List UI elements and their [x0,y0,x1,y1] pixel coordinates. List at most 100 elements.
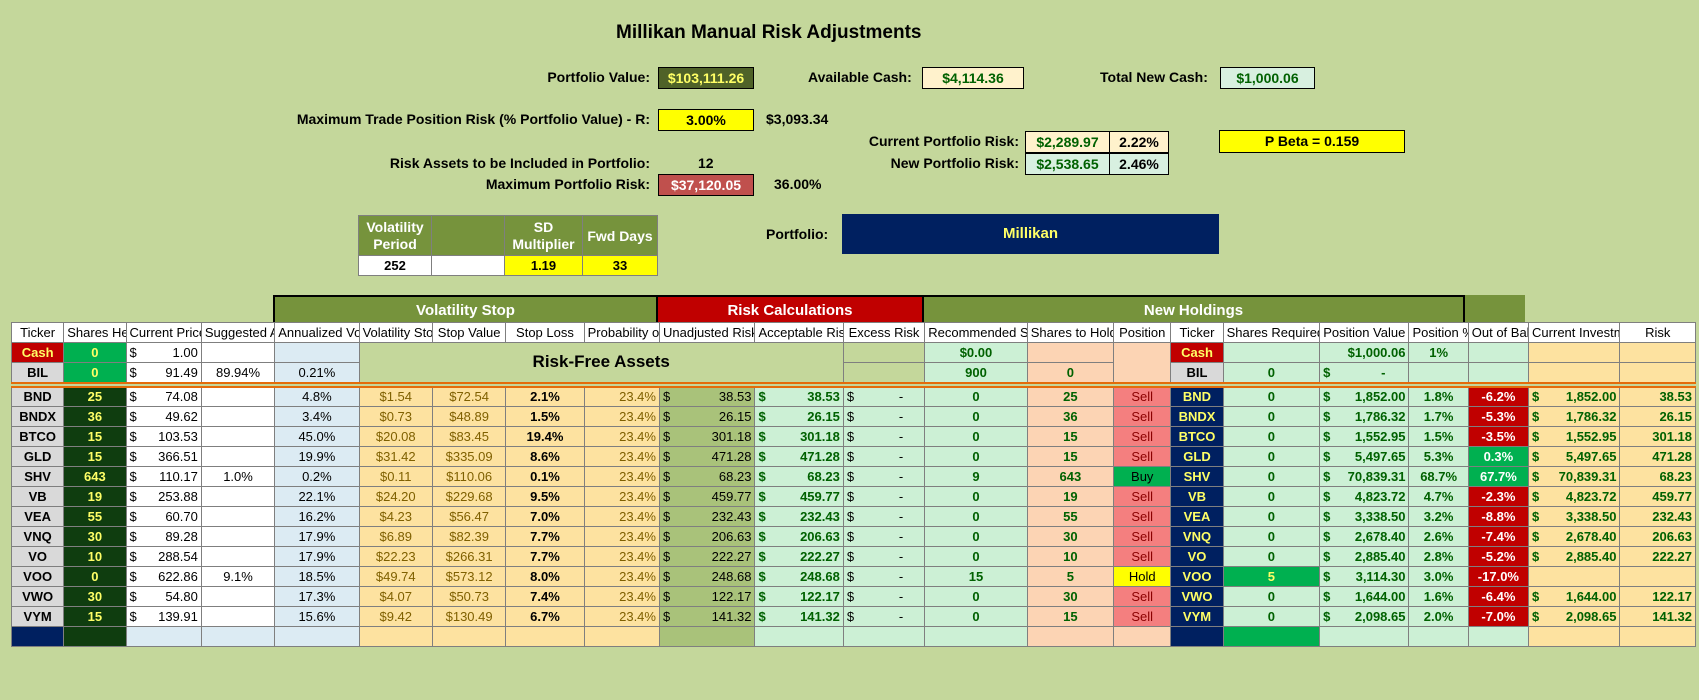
ticker-cell-2: VWO [1170,586,1224,607]
available-cash: $4,114.36 [922,67,1024,89]
excess-risk-cell: - [898,509,904,524]
col-header-7: Stop Loss [505,322,585,343]
risk-cell: 38.53 [1619,386,1696,407]
unadjusted-risk-cell: 301.18 [711,429,752,444]
shares-to-hold-cell[interactable]: 36 [1026,406,1115,427]
annualized-volatility-cell: 17.9% [274,546,360,567]
shares-to-hold-cell[interactable]: 643 [1026,466,1115,487]
stop-value-cell: $50.73 [431,586,507,607]
shares-held-cell[interactable]: 15 [63,426,127,447]
out-of-balance-cell: -6.4% [1467,586,1530,607]
max-portfolio-risk: $37,120.05 [658,174,754,196]
table-row: SHV 643 $110.17 1.0% 0.2% $0.11 $110.06 … [10,466,1696,487]
shares-to-hold-cell[interactable]: 55 [1026,506,1115,527]
position-pct-cell: 3.2% [1408,506,1469,527]
position-value-cell: 70,839.31 [1347,469,1406,484]
recommended-shares-cell: 0 [924,546,1028,567]
position-value-cell: 4,823.72 [1354,489,1406,504]
out-of-balance-cell: -17.0% [1467,566,1530,587]
volatility-period-value[interactable]: 252 [358,255,432,276]
current-investments-cell: 2,098.65 [1565,609,1617,624]
allocation-cell [200,486,276,507]
position-value-cell: 1,644.00 [1354,589,1406,604]
shares-to-hold-cell[interactable]: 15 [1026,426,1115,447]
shares-held-cell[interactable]: 55 [63,506,127,527]
excess-risk-cell: - [898,429,904,444]
page-title: Millikan Manual Risk Adjustments [616,22,922,43]
shares-held-cell[interactable]: 25 [63,386,127,407]
annualized-volatility-cell: 3.4% [274,406,360,427]
probability-cell: 23.4% [583,446,660,467]
risk-cell: 26.15 [1619,406,1696,427]
ticker-cell: BND [10,386,65,407]
acceptable-risk-cell: 206.63 [800,529,840,544]
annualized-volatility-cell: 45.0% [274,426,360,447]
shares-held-cell[interactable]: 30 [63,526,127,547]
col-header-17: Position Value [1319,322,1410,343]
fwd-days-value[interactable]: 33 [582,255,658,276]
shares-held-cell[interactable]: 15 [63,606,127,627]
col-header-18: Position % [1408,322,1469,343]
recommended-shares-cell: 0 [924,386,1028,407]
allocation-cell [200,406,276,427]
shares-to-hold-cell[interactable]: 15 [1026,446,1115,467]
bil-row: BIL 0 $91.49 89.94% 0.21% 900 0 BIL 0 $ - [10,362,1696,383]
sd-multiplier-value[interactable]: 1.19 [504,255,583,276]
position-value-cell: 1,786.32 [1354,409,1406,424]
shares-required-cell: 0 [1222,526,1321,547]
ticker-cell-2: VOO [1170,566,1224,587]
shares-to-hold-cell[interactable]: 5 [1026,566,1115,587]
position-pct-cell: 1.8% [1408,386,1469,407]
acceptable-risk-cell: 232.43 [800,509,840,524]
portfolio-value-label: Portfolio Value: [547,69,650,85]
table-row: BND 25 $74.08 4.8% $1.54 $72.54 2.1% 23.… [10,386,1696,407]
current-price-cell: 89.28 [165,529,198,544]
acceptable-risk-cell: 248.68 [800,569,840,584]
shares-held-cell[interactable]: 0 [63,566,127,587]
stop-loss-cell: 7.7% [505,546,585,567]
unadjusted-risk-cell: 68.23 [718,469,752,484]
stop-loss-cell: 7.7% [505,526,585,547]
shares-held-cell[interactable]: 10 [63,546,127,567]
portfolio-value: $103,111.26 [658,67,754,89]
table-row: VO 10 $288.54 17.9% $22.23 $266.31 7.7% … [10,546,1696,567]
shares-to-hold-cell[interactable]: 30 [1026,526,1115,547]
shares-to-hold-cell[interactable]: 15 [1026,606,1115,627]
shares-to-hold-cell[interactable]: 10 [1026,546,1115,567]
ticker-cell: VWO [10,586,65,607]
ticker-cell: VNQ [10,526,65,547]
ticker-cell-2: VNQ [1170,526,1224,547]
out-of-balance-cell: -5.3% [1467,406,1530,427]
shares-held-cell[interactable]: 15 [63,446,127,467]
col-header-4: Annualized Volatility [274,322,360,343]
current-price-cell: 49.62 [165,409,198,424]
shares-to-hold-cell[interactable]: 25 [1026,386,1115,407]
table-row: VYM 15 $139.91 15.6% $9.42 $130.49 6.7% … [10,606,1696,627]
bil-price: 91.49 [165,364,198,380]
table-row: BNDX 36 $49.62 3.4% $0.73 $48.89 1.5% 23… [10,406,1696,427]
annualized-volatility-cell: 19.9% [274,446,360,467]
position-cell: Sell [1113,486,1172,507]
shares-held-cell[interactable]: 30 [63,586,127,607]
bil-shares[interactable]: 0 [63,362,127,383]
max-trade-label: Maximum Trade Position Risk (% Portfolio… [296,111,650,127]
probability-cell: 23.4% [583,506,660,527]
shares-held-cell[interactable]: 19 [63,486,127,507]
cash-rec: $0.00 [924,342,1028,363]
cash-shares[interactable]: 0 [63,342,127,363]
risk-cell: 122.17 [1619,586,1696,607]
max-trade-pct[interactable]: 3.00% [658,109,754,131]
new-risk-pct: 2.46% [1109,153,1169,175]
bil-ticker: BIL [10,362,65,383]
shares-to-hold-cell[interactable]: 30 [1026,586,1115,607]
current-price-cell: 366.51 [158,449,198,464]
ticker-cell-2: BTCO [1170,426,1224,447]
position-value-cell: 2,098.65 [1354,609,1406,624]
shares-to-hold-cell[interactable]: 19 [1026,486,1115,507]
shares-held-cell[interactable]: 643 [63,466,127,487]
position-value-cell: 1,552.95 [1354,429,1406,444]
shares-held-cell[interactable]: 36 [63,406,127,427]
risk-cell: 232.43 [1619,506,1696,527]
position-cell: Sell [1113,426,1172,447]
